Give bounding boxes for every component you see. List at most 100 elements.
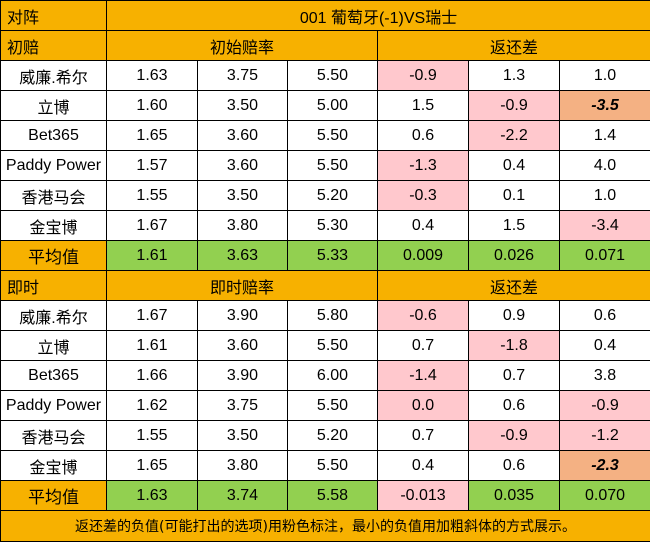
diff-home: -0.9 — [377, 60, 469, 91]
avg-odds-away: 5.33 — [287, 240, 378, 271]
diff-draw: 0.4 — [468, 150, 560, 181]
footer-note: 返还差的负值(可能打出的选项)用粉色标注，最小的负值用加粗斜体的方式展示。 — [0, 510, 650, 542]
diff-home: -0.3 — [377, 180, 469, 211]
table-row: 金宝博 1.67 3.80 5.30 0.4 1.5 -3.4 — [0, 210, 650, 241]
avg-diff-draw: 0.026 — [468, 240, 560, 271]
odds-home: 1.63 — [106, 60, 198, 91]
diff-away-min: -2.3 — [558, 450, 650, 481]
diff-draw: 1.3 — [468, 60, 560, 91]
average-row: 平均值 1.63 3.74 5.58 -0.013 0.035 0.070 — [0, 480, 650, 511]
odds-away: 5.80 — [287, 300, 378, 331]
average-label: 平均值 — [0, 240, 107, 271]
diff-home: 0.0 — [377, 390, 469, 421]
odds-home: 1.65 — [106, 450, 198, 481]
footer-row: 返还差的负值(可能打出的选项)用粉色标注，最小的负值用加粗斜体的方式展示。 — [0, 510, 650, 542]
odds-draw: 3.60 — [197, 330, 288, 361]
diff-away: -3.4 — [558, 210, 650, 241]
odds-draw: 3.60 — [197, 120, 288, 151]
initial-odds-label: 初始赔率 — [106, 30, 378, 61]
live-section-header: 即时 即时赔率 返还差 — [0, 270, 650, 301]
avg-odds-draw: 3.63 — [197, 240, 288, 271]
diff-home: 0.7 — [377, 330, 469, 361]
table-row: 香港马会 1.55 3.50 5.20 -0.3 0.1 1.0 — [0, 180, 650, 211]
avg-diff-away: 0.070 — [558, 480, 650, 511]
bookmaker-name: Paddy Power — [0, 390, 107, 421]
odds-draw: 3.75 — [197, 60, 288, 91]
bookmaker-name: 威廉.希尔 — [0, 300, 107, 331]
table-row: 威廉.希尔 1.63 3.75 5.50 -0.9 1.3 1.0 — [0, 60, 650, 91]
diff-away: 1.0 — [558, 180, 650, 211]
average-row: 平均值 1.61 3.63 5.33 0.009 0.026 0.071 — [0, 240, 650, 271]
odds-draw: 3.50 — [197, 90, 288, 121]
bookmaker-name: 香港马会 — [0, 420, 107, 451]
live-section-label: 即时 — [0, 270, 107, 301]
diff-away: 0.6 — [558, 300, 650, 331]
diff-away: 3.8 — [558, 360, 650, 391]
table-row: Bet365 1.65 3.60 5.50 0.6 -2.2 1.4 — [0, 120, 650, 151]
odds-away: 5.20 — [287, 420, 378, 451]
table-row: 金宝博 1.65 3.80 5.50 0.4 0.6 -2.3 — [0, 450, 650, 481]
diff-away: 4.0 — [558, 150, 650, 181]
average-label: 平均值 — [0, 480, 107, 511]
avg-diff-draw: 0.035 — [468, 480, 560, 511]
bookmaker-name: 金宝博 — [0, 210, 107, 241]
diff-home: -0.6 — [377, 300, 469, 331]
diff-draw: 0.1 — [468, 180, 560, 211]
odds-away: 5.00 — [287, 90, 378, 121]
avg-odds-away: 5.58 — [287, 480, 378, 511]
diff-draw: 0.6 — [468, 390, 560, 421]
odds-away: 5.50 — [287, 120, 378, 151]
bookmaker-name: 金宝博 — [0, 450, 107, 481]
odds-home: 1.60 — [106, 90, 198, 121]
bookmaker-name: 威廉.希尔 — [0, 60, 107, 91]
diff-home: -1.4 — [377, 360, 469, 391]
odds-draw: 3.80 — [197, 450, 288, 481]
odds-draw: 3.90 — [197, 360, 288, 391]
live-diff-label: 返还差 — [376, 270, 650, 301]
diff-draw: -0.9 — [468, 420, 560, 451]
bookmaker-name: 香港马会 — [0, 180, 107, 211]
table-row: 威廉.希尔 1.67 3.90 5.80 -0.6 0.9 0.6 — [0, 300, 650, 331]
odds-draw: 3.50 — [197, 420, 288, 451]
avg-diff-home: 0.009 — [377, 240, 469, 271]
odds-draw: 3.50 — [197, 180, 288, 211]
odds-away: 5.30 — [287, 210, 378, 241]
odds-away: 5.50 — [287, 60, 378, 91]
odds-home: 1.61 — [106, 330, 198, 361]
diff-draw: 1.5 — [468, 210, 560, 241]
odds-away: 5.50 — [287, 330, 378, 361]
table-row: 香港马会 1.55 3.50 5.20 0.7 -0.9 -1.2 — [0, 420, 650, 451]
odds-draw: 3.80 — [197, 210, 288, 241]
odds-home: 1.65 — [106, 120, 198, 151]
odds-home: 1.66 — [106, 360, 198, 391]
live-odds-label: 即时赔率 — [106, 270, 378, 301]
table-row: 立博 1.61 3.60 5.50 0.7 -1.8 0.4 — [0, 330, 650, 361]
avg-odds-home: 1.61 — [106, 240, 198, 271]
odds-away: 5.50 — [287, 150, 378, 181]
diff-away: -0.9 — [558, 390, 650, 421]
odds-away: 6.00 — [287, 360, 378, 391]
odds-draw: 3.60 — [197, 150, 288, 181]
bookmaker-name: 立博 — [0, 330, 107, 361]
bookmaker-name: 立博 — [0, 90, 107, 121]
odds-away: 5.50 — [287, 450, 378, 481]
odds-home: 1.67 — [106, 300, 198, 331]
diff-home: 0.6 — [377, 120, 469, 151]
diff-home: -1.3 — [377, 150, 469, 181]
table-row: Paddy Power 1.62 3.75 5.50 0.0 0.6 -0.9 — [0, 390, 650, 421]
initial-section-label: 初赔 — [0, 30, 107, 61]
initial-diff-label: 返还差 — [376, 30, 650, 61]
diff-away-min: -3.5 — [558, 90, 650, 121]
diff-away: 1.4 — [558, 120, 650, 151]
diff-away: 1.0 — [558, 60, 650, 91]
avg-odds-home: 1.63 — [106, 480, 198, 511]
bookmaker-name: Bet365 — [0, 120, 107, 151]
avg-odds-draw: 3.74 — [197, 480, 288, 511]
diff-draw: 0.7 — [468, 360, 560, 391]
matchup-label: 对阵 — [0, 0, 107, 31]
diff-home: 0.4 — [377, 450, 469, 481]
diff-draw: -1.8 — [468, 330, 560, 361]
bookmaker-name: Paddy Power — [0, 150, 107, 181]
odds-home: 1.57 — [106, 150, 198, 181]
